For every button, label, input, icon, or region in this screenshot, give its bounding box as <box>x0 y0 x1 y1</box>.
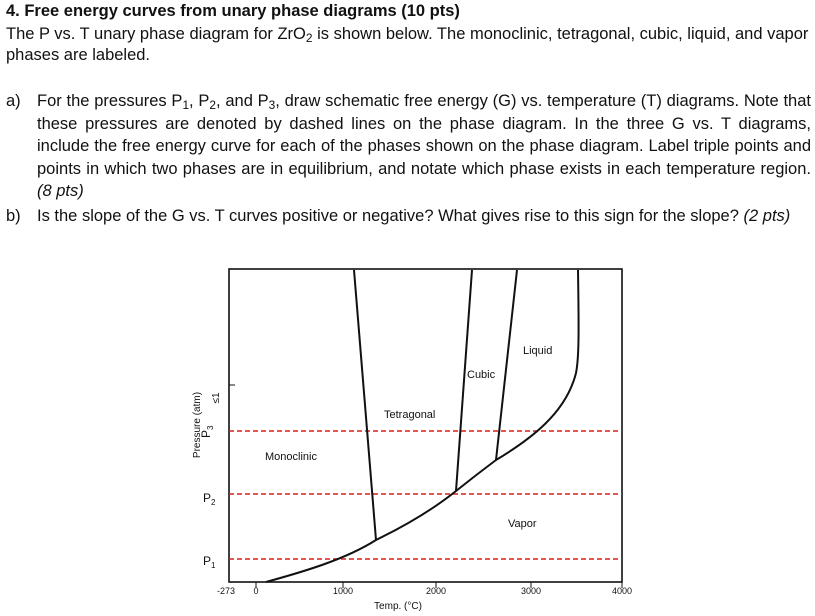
phase-label-monoclinic: Monoclinic <box>265 451 317 463</box>
tetragonal-cubic-boundary <box>455 269 473 492</box>
one-atm-marker: ≤1 <box>211 392 222 403</box>
x-ticks <box>255 582 623 588</box>
monoclinic-tetragonal-boundary <box>353 269 377 541</box>
x-axis-label: Temp. (°C) <box>374 601 422 612</box>
question-a-text: For the pressures P1, P2, and P3, draw s… <box>37 92 811 200</box>
question-a-points: (8 pts) <box>37 182 84 200</box>
cubic-liquid-boundary <box>495 269 518 461</box>
question-b-points: (2 pts) <box>743 207 791 225</box>
question-b-text: Is the slope of the G vs. T curves posit… <box>37 207 791 225</box>
x-tick-label: 3000 <box>521 586 541 596</box>
phase-diagram: -273 0 1000 2000 3000 4000 Temp. (°C) Pr… <box>192 268 632 612</box>
phase-label-vapor: Vapor <box>508 518 537 530</box>
question-a-label: a) <box>6 92 21 110</box>
phase-label-tetragonal: Tetragonal <box>384 409 435 421</box>
y-axis-label: Pressure (atm) <box>192 392 203 458</box>
x-tick-label: 1000 <box>333 586 353 596</box>
phase-boundaries <box>265 269 580 583</box>
x-tick-label: 0 <box>253 586 258 596</box>
x-tick-label: -273 <box>217 586 235 596</box>
question-a: a) For the pressures P1, P2, and P3, dra… <box>6 90 811 203</box>
x-tick-label: 4000 <box>612 586 632 596</box>
problem-intro: The P vs. T unary phase diagram for ZrO2… <box>6 25 809 64</box>
question-b-label: b) <box>6 207 21 225</box>
plot-frame <box>228 268 623 583</box>
phase-label-cubic: Cubic <box>467 369 496 381</box>
p2-label: P2 <box>203 491 216 507</box>
question-b: b) Is the slope of the G vs. T curves po… <box>6 205 811 228</box>
p1-label: P1 <box>203 554 216 570</box>
p3-label: P3 <box>199 425 215 438</box>
phase-label-liquid: Liquid <box>523 345 552 357</box>
problem-heading: 4. Free energy curves from unary phase d… <box>6 2 460 20</box>
x-tick-label: 2000 <box>426 586 446 596</box>
vapor-boundary <box>265 269 580 583</box>
